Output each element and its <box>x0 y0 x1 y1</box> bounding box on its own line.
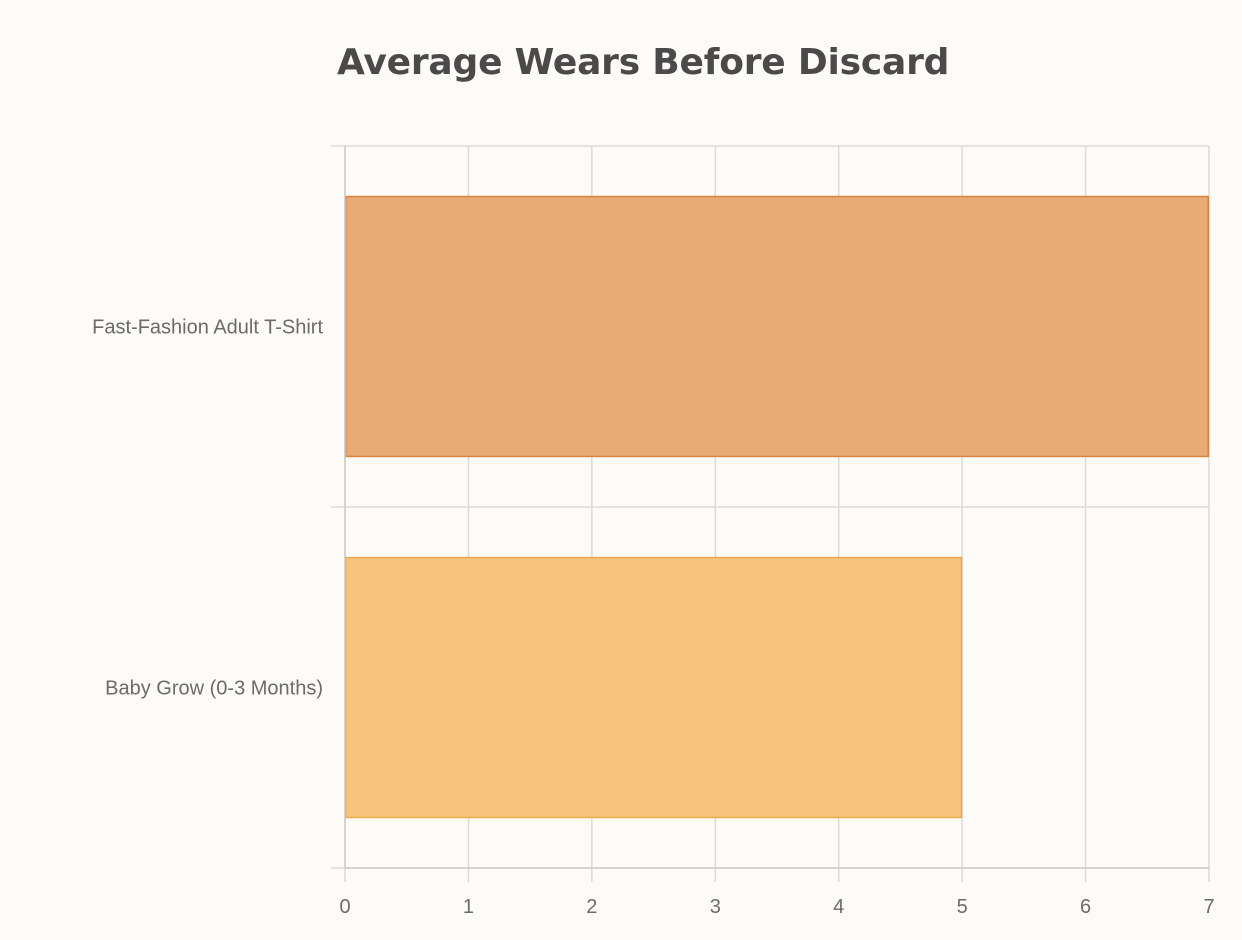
bar <box>345 195 1209 458</box>
x-tick-label: 4 <box>833 896 844 918</box>
x-tick-label: 3 <box>710 896 721 918</box>
x-tick-label: 0 <box>339 896 350 918</box>
x-tick-label: 1 <box>463 896 474 918</box>
x-tick-label: 6 <box>1080 896 1091 918</box>
category-label: Baby Grow (0-3 Months) <box>105 678 323 700</box>
category-label: Fast-Fashion Adult T-Shirt <box>92 317 323 339</box>
x-tick-label: 5 <box>957 896 968 918</box>
axis-layer <box>331 145 1210 882</box>
x-tick-label: 7 <box>1203 896 1214 918</box>
bar <box>345 556 963 819</box>
x-tick-label: 2 <box>586 896 597 918</box>
label-layer: 0 1 2 3 4 5 6 7 Fast-Fashion Adult T-Shirt Baby G… <box>92 317 1214 919</box>
bar-layer <box>345 195 1209 819</box>
chart-title: Average Wears Before Discard <box>337 42 950 83</box>
